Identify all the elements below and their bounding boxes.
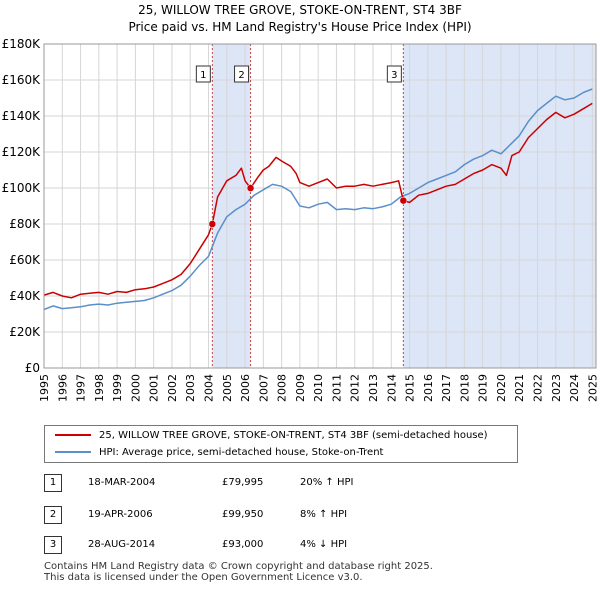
- transaction-number: 3: [44, 536, 62, 554]
- legend-swatch-hpi: [55, 451, 91, 453]
- legend-item-hpi: HPI: Average price, semi-detached house,…: [55, 445, 383, 461]
- x-tick-label: 2018: [458, 374, 471, 402]
- x-tick-label: 2009: [294, 374, 307, 402]
- shade-layer: [212, 44, 596, 368]
- transaction-label-box: [234, 65, 250, 83]
- transaction-point: [246, 184, 255, 192]
- x-tick-label: 2011: [330, 374, 343, 402]
- transaction-label-box: [195, 65, 211, 83]
- y-tick-label: £180K: [2, 37, 42, 51]
- footer: Contains HM Land Registry data © Crown c…: [44, 561, 433, 583]
- transaction-label-box: [386, 65, 402, 83]
- y-tick-label: £60K: [9, 253, 41, 267]
- y-tick-label: £120K: [2, 145, 42, 159]
- axis-layer: £0 £20K £40K £60K £80K £100K £120K £140K £160K £1…: [2, 37, 600, 402]
- y-tick-label: £0: [25, 361, 40, 375]
- price-chart: 1 2 3 £0 £20K £40K £60K £80K £100K £120K £140K £16…: [2, 37, 600, 402]
- x-tick-label: 1998: [93, 374, 106, 402]
- transaction-hpi: 20% ↑ HPI: [300, 477, 354, 488]
- legend-label-property: 25, WILLOW TREE GROVE, STOKE-ON-TRENT, S…: [99, 430, 488, 441]
- x-tick-label: 2010: [312, 374, 325, 402]
- shaded-region: [403, 44, 596, 368]
- x-tick-label: 2005: [221, 374, 234, 402]
- x-tick-label: 2024: [568, 374, 581, 402]
- x-tick-label: 2013: [367, 374, 380, 402]
- transaction-hpi: 8% ↑ HPI: [300, 509, 348, 520]
- transaction-price: £79,995: [222, 477, 264, 488]
- x-tick-label: 2017: [440, 374, 453, 402]
- transaction-label: 1: [200, 70, 206, 81]
- y-tick-label: £80K: [9, 217, 41, 231]
- transaction-price: £93,000: [222, 539, 264, 550]
- x-tick-label: 2003: [184, 374, 197, 402]
- footer-copyright: Contains HM Land Registry data © Crown c…: [44, 561, 433, 572]
- x-tick-label: 1995: [38, 374, 51, 402]
- transaction-date: 28-AUG-2014: [88, 539, 156, 550]
- y-tick-label: £100K: [2, 181, 42, 195]
- transaction-number: 2: [44, 506, 62, 524]
- y-tick-label: £160K: [2, 73, 42, 87]
- transaction-number: 1: [44, 474, 62, 492]
- x-tick-label: 2020: [495, 374, 508, 402]
- legend: 25, WILLOW TREE GROVE, STOKE-ON-TRENT, S…: [44, 425, 518, 463]
- transaction-point: [208, 220, 217, 228]
- transaction-point: [399, 196, 408, 205]
- x-tick-label: 2019: [477, 374, 490, 402]
- legend-label-hpi: HPI: Average price, semi-detached house,…: [99, 447, 384, 458]
- x-tick-label: 2022: [532, 374, 545, 402]
- y-tick-label: £40K: [9, 289, 41, 303]
- x-tick-label: 2023: [550, 374, 563, 402]
- y-tick-label: £20K: [9, 325, 41, 339]
- x-tick-label: 2002: [166, 374, 179, 402]
- x-tick-label: 1999: [111, 374, 124, 402]
- x-tick-label: 2008: [276, 374, 289, 402]
- x-tick-label: 2004: [203, 374, 216, 402]
- x-tick-label: 2007: [257, 374, 270, 402]
- x-tick-label: 2025: [586, 374, 599, 402]
- x-tick-label: 1996: [56, 374, 69, 402]
- x-tick-label: 2016: [422, 374, 435, 402]
- y-tick-label: £140K: [2, 109, 42, 123]
- transaction-date: 18-MAR-2004: [88, 477, 156, 488]
- grid-layer: [43, 43, 596, 369]
- hpi-series-line: [43, 88, 593, 311]
- x-tick-label: 2015: [404, 374, 417, 402]
- transaction-hpi: 4% ↓ HPI: [300, 539, 348, 550]
- transaction-price: £99,950: [222, 509, 264, 520]
- chart-title-block: 25, WILLOW TREE GROVE, STOKE-ON-TRENT, S…: [0, 2, 600, 36]
- x-tick-label: 2001: [148, 374, 161, 402]
- transaction-marker-layer: 1 2 3: [195, 65, 408, 228]
- x-tick-label: 1997: [75, 374, 88, 402]
- shaded-region: [212, 44, 251, 368]
- chart-title: 25, WILLOW TREE GROVE, STOKE-ON-TRENT, S…: [138, 3, 462, 17]
- series-layer: [43, 88, 593, 311]
- x-tick-label: 2000: [129, 374, 142, 402]
- x-tick-label: 2012: [349, 374, 362, 402]
- footer-licence: This data is licensed under the Open Gov…: [44, 572, 363, 583]
- legend-item-property: 25, WILLOW TREE GROVE, STOKE-ON-TRENT, S…: [55, 428, 488, 444]
- transaction-date: 19-APR-2006: [88, 509, 153, 520]
- x-tick-label: 2021: [513, 374, 526, 402]
- transaction-label: 3: [391, 70, 397, 81]
- legend-swatch-property: [55, 434, 91, 436]
- transaction-label: 2: [238, 70, 244, 81]
- plot-frame: [43, 43, 597, 369]
- property-series-line: [43, 102, 593, 299]
- x-tick-label: 2006: [239, 374, 252, 402]
- x-tick-label: 2014: [385, 374, 398, 402]
- chart-subtitle: Price paid vs. HM Land Registry's House …: [128, 20, 472, 34]
- transaction-line-layer: [211, 44, 404, 368]
